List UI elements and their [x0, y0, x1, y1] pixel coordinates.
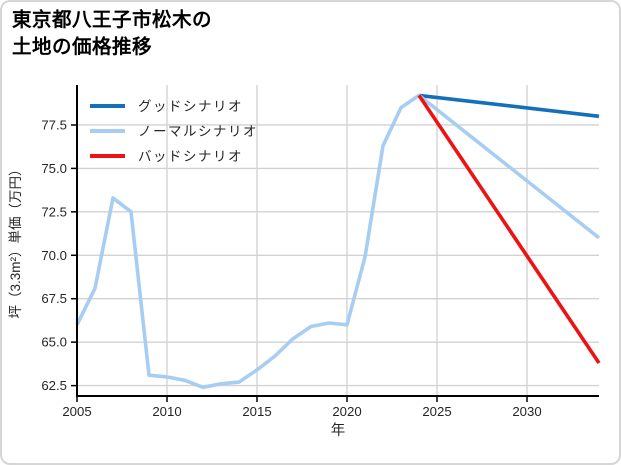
x-axis-label: 年: [331, 422, 346, 439]
y-tick-label: 62.5: [41, 378, 67, 393]
y-tick-label: 77.5: [41, 117, 67, 132]
legend-item-normal-scenario: ノーマルシナリオ: [90, 124, 258, 139]
legend-item-bad-scenario: バッドシナリオ: [90, 149, 243, 164]
x-tick-label: 2010: [152, 404, 181, 419]
axes-spines: [76, 85, 599, 397]
legend-label-bad-scenario: バッドシナリオ: [138, 149, 243, 164]
tick-labels: 2005 2010 2015 2020 2025 2030 62.5 65.0 67.5 70.0…: [41, 117, 541, 419]
y-tick-label: 65.0: [41, 335, 67, 350]
y-tick-label: 75.0: [41, 161, 67, 176]
x-tick-label: 2020: [332, 404, 361, 419]
grid: [76, 85, 599, 396]
x-tick-label: 2030: [512, 404, 541, 419]
x-tick-label: 2025: [422, 404, 451, 419]
y-axis-label: 坪（3.3m²）単価（万円）: [8, 162, 23, 318]
series-line-good-scenario: [418, 93, 600, 119]
y-tick-label: 67.5: [41, 291, 67, 306]
chart-title-line1: 東京都八王子市松木の: [12, 9, 213, 31]
series-line-normal-scenario: [75, 93, 601, 390]
chart-title: 東京都八王子市松木の 土地の価格推移: [12, 7, 212, 61]
tick-marks: [71, 124, 528, 402]
x-tick-label: 2015: [242, 404, 271, 419]
legend-item-good-scenario: グッドシナリオ: [90, 99, 243, 114]
y-tick-label: 70.0: [41, 248, 67, 263]
legend-label-good-scenario: グッドシナリオ: [138, 99, 243, 114]
chart-title-line2: 土地の価格推移: [12, 35, 153, 58]
series-line-bad-scenario: [417, 94, 601, 365]
x-tick-label: 2005: [62, 404, 91, 419]
y-tick-label: 72.5: [41, 204, 67, 219]
series-lines: [75, 93, 601, 390]
legend-label-normal-scenario: ノーマルシナリオ: [138, 124, 258, 139]
